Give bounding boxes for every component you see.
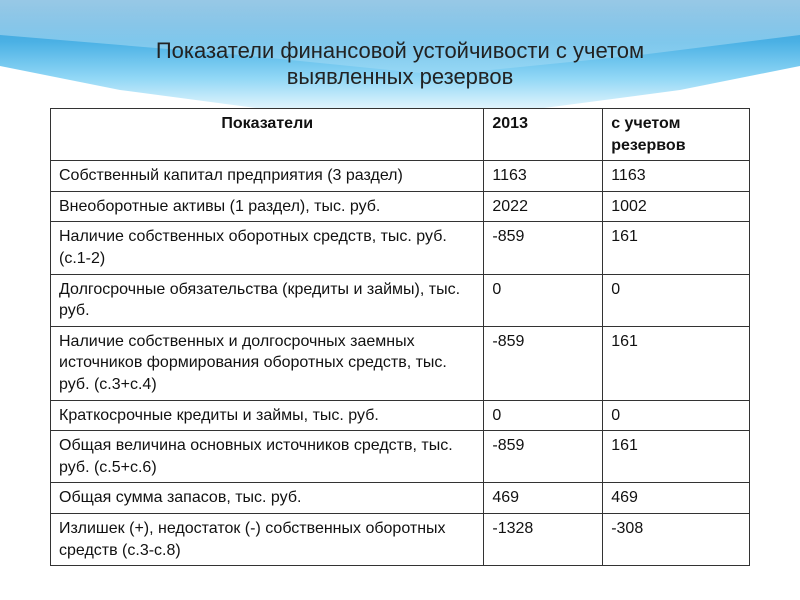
- cell-2013: 1163: [484, 161, 603, 192]
- cell-2013: -1328: [484, 513, 603, 565]
- table-row: Излишек (+), недостаток (-) собственных …: [51, 513, 750, 565]
- cell-reserves: 1163: [603, 161, 750, 192]
- cell-label: Общая величина основных источников средс…: [51, 431, 484, 483]
- cell-2013: 0: [484, 274, 603, 326]
- cell-reserves: 1002: [603, 191, 750, 222]
- cell-label: Внеоборотные активы (1 раздел), тыс. руб…: [51, 191, 484, 222]
- cell-reserves: 161: [603, 222, 750, 274]
- col-header-2013: 2013: [484, 109, 603, 161]
- table-row: Собственный капитал предприятия (3 разде…: [51, 161, 750, 192]
- cell-reserves: -308: [603, 513, 750, 565]
- title-line-1: Показатели финансовой устойчивости с уче…: [0, 38, 800, 64]
- cell-2013: -859: [484, 326, 603, 400]
- cell-label: Краткосрочные кредиты и займы, тыс. руб.: [51, 400, 484, 431]
- cell-label: Долгосрочные обязательства (кредиты и за…: [51, 274, 484, 326]
- table-row: Долгосрочные обязательства (кредиты и за…: [51, 274, 750, 326]
- cell-2013: 2022: [484, 191, 603, 222]
- table-body: Собственный капитал предприятия (3 разде…: [51, 161, 750, 566]
- col-header-reserves: с учетом резервов: [603, 109, 750, 161]
- cell-label: Наличие собственных и долгосрочных заемн…: [51, 326, 484, 400]
- table-row: Общая величина основных источников средс…: [51, 431, 750, 483]
- data-table: Показатели 2013 с учетом резервов Собств…: [50, 108, 750, 566]
- cell-2013: 0: [484, 400, 603, 431]
- cell-label: Собственный капитал предприятия (3 разде…: [51, 161, 484, 192]
- table-row: Общая сумма запасов, тыс. руб. 469 469: [51, 483, 750, 514]
- cell-reserves: 161: [603, 326, 750, 400]
- cell-label: Наличие собственных оборотных средств, т…: [51, 222, 484, 274]
- table-container: Показатели 2013 с учетом резервов Собств…: [50, 108, 750, 566]
- table-row: Наличие собственных и долгосрочных заемн…: [51, 326, 750, 400]
- cell-2013: -859: [484, 431, 603, 483]
- table-header-row: Показатели 2013 с учетом резервов: [51, 109, 750, 161]
- cell-2013: -859: [484, 222, 603, 274]
- slide: Показатели финансовой устойчивости с уче…: [0, 0, 800, 600]
- cell-reserves: 0: [603, 274, 750, 326]
- table-row: Внеоборотные активы (1 раздел), тыс. руб…: [51, 191, 750, 222]
- slide-title: Показатели финансовой устойчивости с уче…: [0, 38, 800, 90]
- col-header-indicators: Показатели: [51, 109, 484, 161]
- cell-reserves: 0: [603, 400, 750, 431]
- cell-reserves: 469: [603, 483, 750, 514]
- cell-reserves: 161: [603, 431, 750, 483]
- cell-label: Излишек (+), недостаток (-) собственных …: [51, 513, 484, 565]
- cell-2013: 469: [484, 483, 603, 514]
- table-row: Наличие собственных оборотных средств, т…: [51, 222, 750, 274]
- table-row: Краткосрочные кредиты и займы, тыс. руб.…: [51, 400, 750, 431]
- title-line-2: выявленных резервов: [0, 64, 800, 90]
- cell-label: Общая сумма запасов, тыс. руб.: [51, 483, 484, 514]
